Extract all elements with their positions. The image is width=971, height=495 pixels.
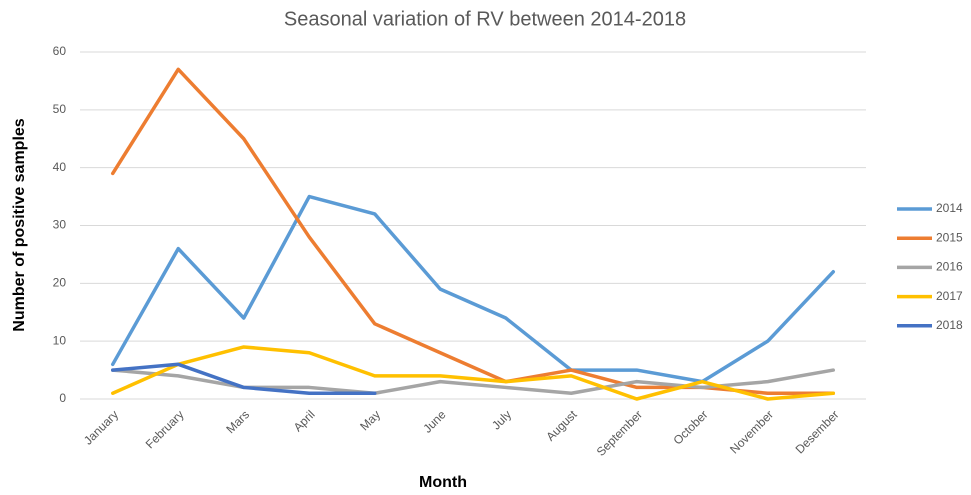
chart-title: Seasonal variation of RV between 2014-20… [284,8,686,30]
series-line [111,362,377,395]
series-line [111,368,835,395]
y-tick-label: 50 [53,102,67,116]
series-line [111,67,835,395]
y-tick-label: 30 [53,218,67,232]
y-tick-label: 40 [53,160,67,174]
y-tick-label: 60 [53,44,67,58]
x-tick-label: February [143,407,187,451]
legend-label: 2015 [936,230,963,244]
legend-label: 2014 [936,201,963,215]
x-tick-label: July [489,407,514,432]
y-tick-label: 10 [53,333,67,347]
x-tick-label: June [420,407,449,436]
y-axis-label: Number of positive samples [11,118,28,331]
legend-label: 2016 [936,260,963,274]
x-tick-label: November [727,407,776,456]
legend-label: 2018 [936,318,963,332]
x-tick-label: September [594,407,645,458]
x-tick-label: January [81,407,121,447]
x-tick-label: May [357,407,383,433]
x-tick-label: April [291,407,318,434]
legend-label: 2017 [936,289,963,303]
series-line [111,345,835,401]
x-tick-label: October [671,407,711,447]
x-tick-label: August [543,407,580,444]
y-tick-label: 0 [59,391,66,405]
x-axis-label: Month [419,474,467,491]
y-tick-label: 20 [53,276,67,290]
series-line [111,194,835,384]
x-tick-label: Desember [793,407,842,456]
x-tick-label: Mars [223,407,252,436]
